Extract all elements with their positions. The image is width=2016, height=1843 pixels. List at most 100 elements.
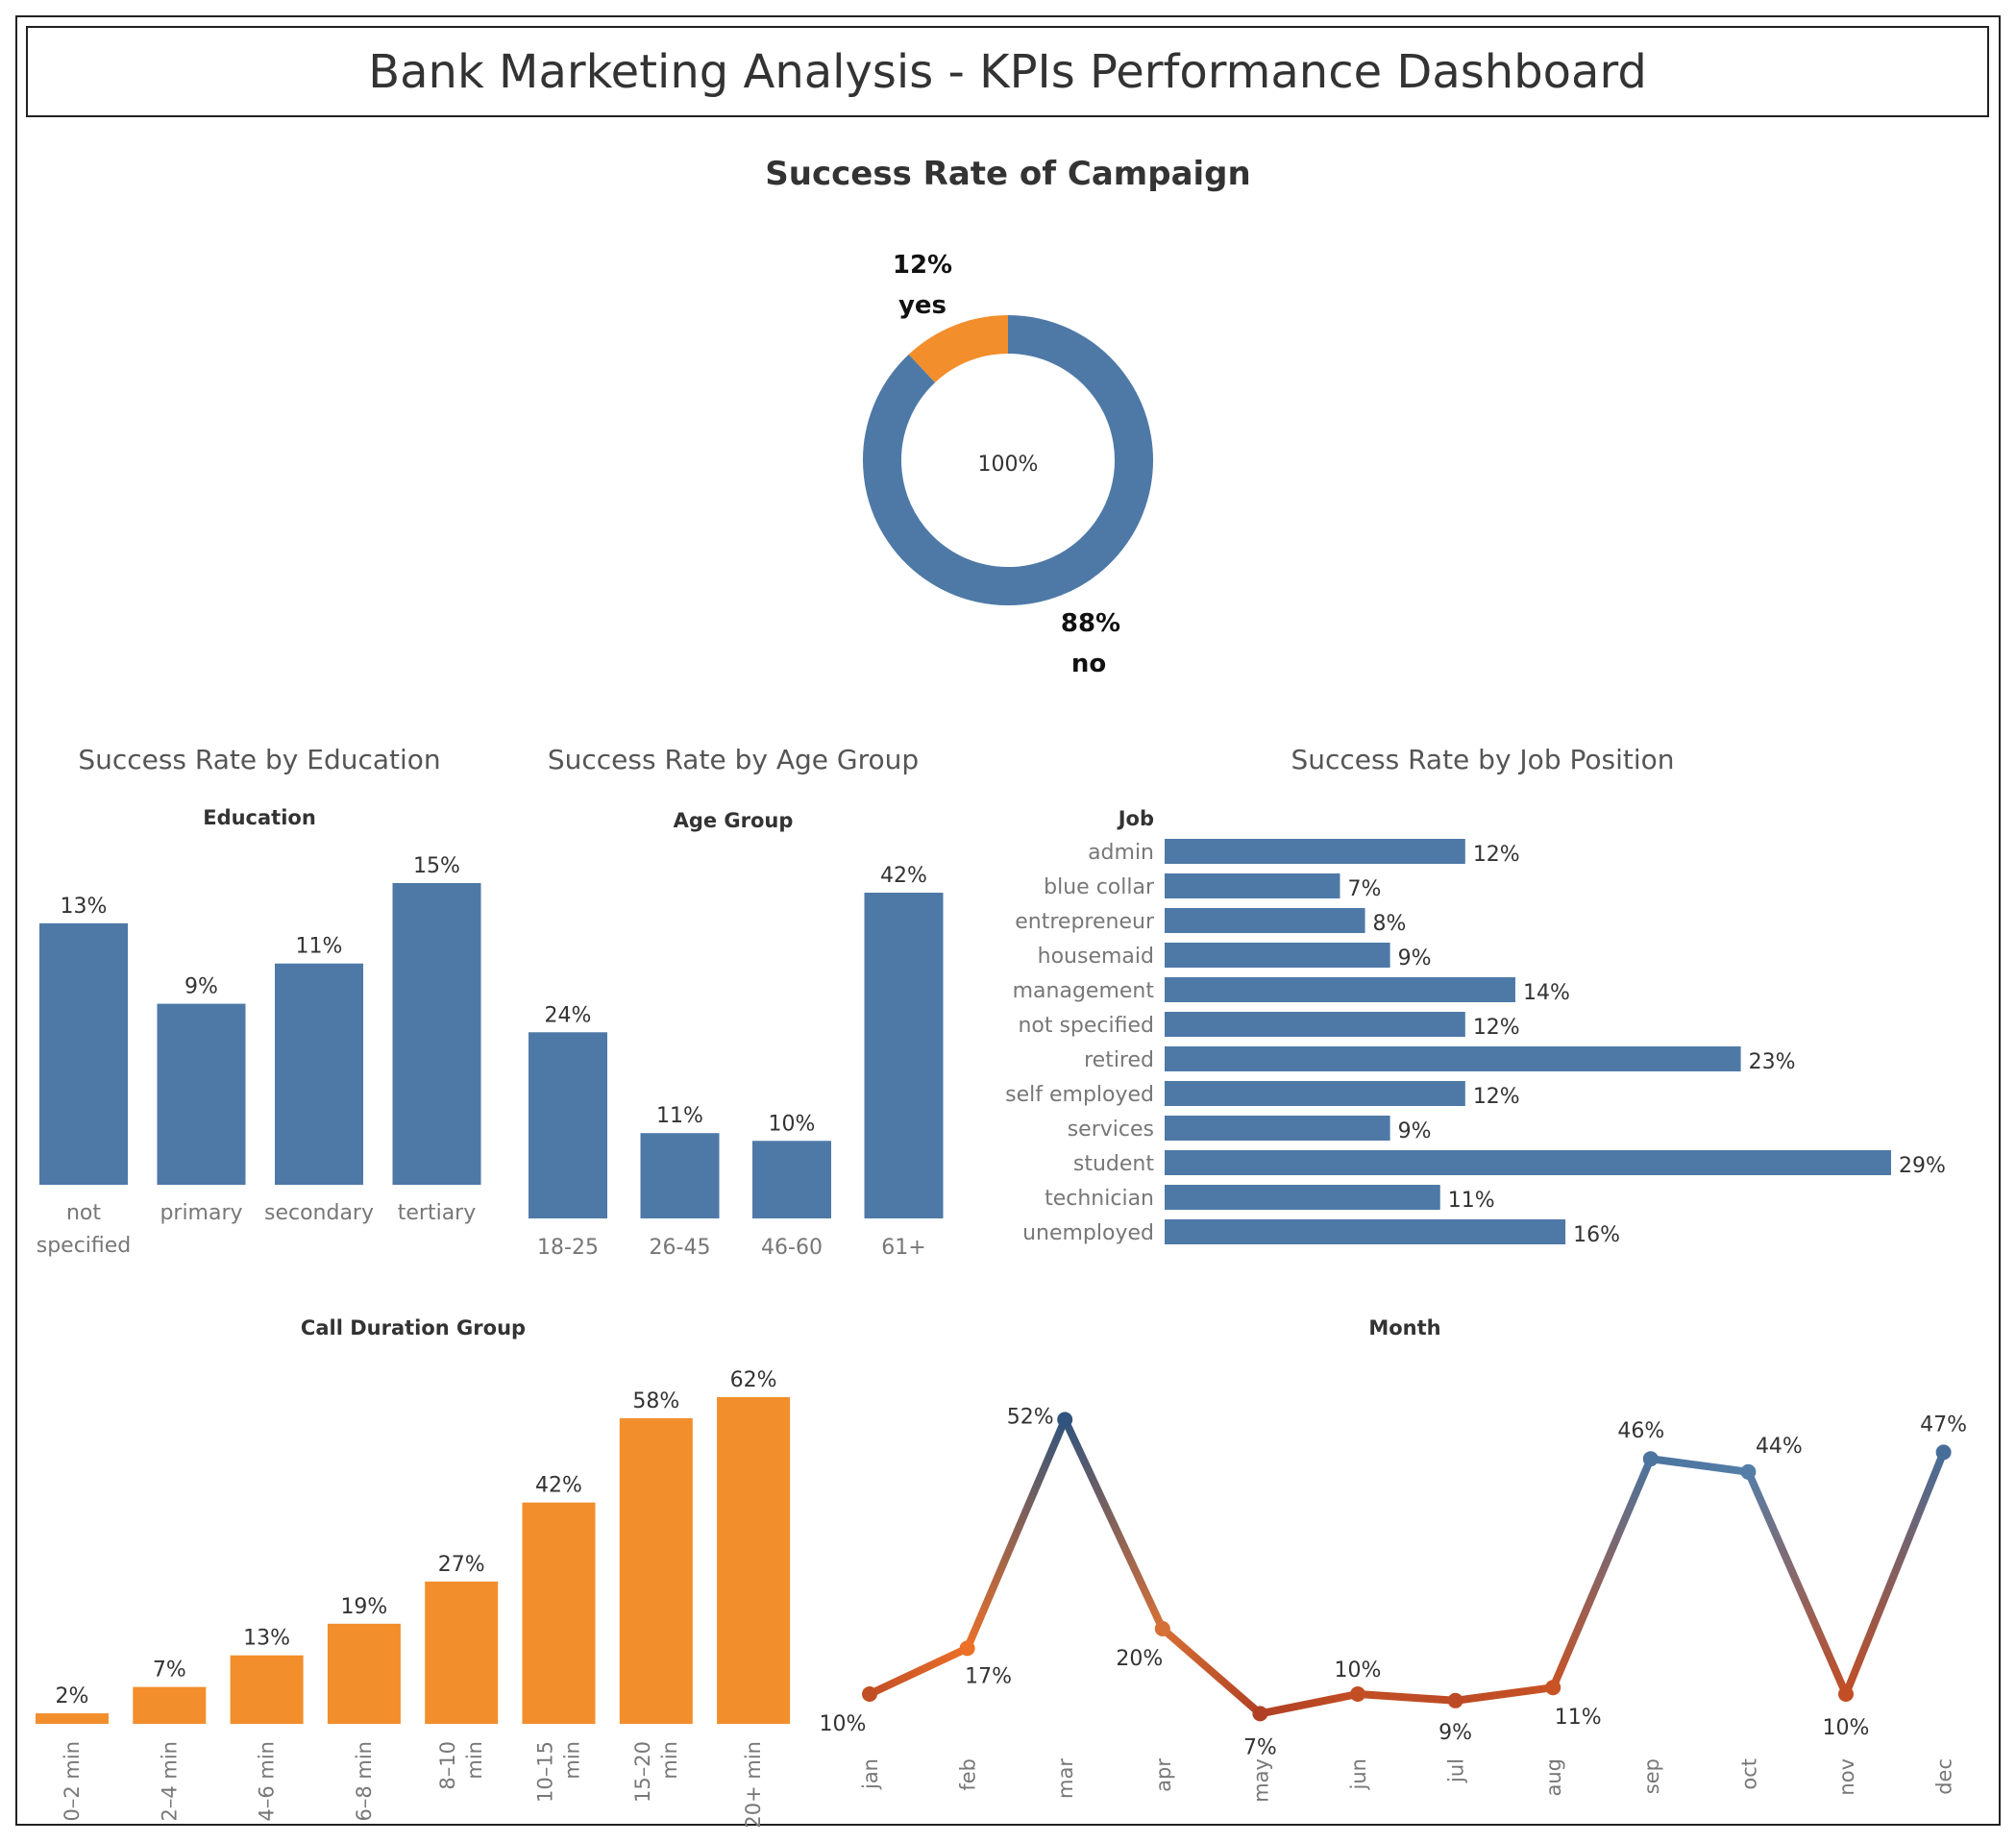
month-category-label: dec: [1933, 1758, 1956, 1795]
job-bar: [1165, 1012, 1465, 1037]
job-bar: [1165, 873, 1340, 898]
duration-category-label: 6–8 min: [353, 1741, 376, 1822]
age-bar: [529, 1032, 607, 1218]
duration-value-label: 27%: [438, 1553, 485, 1577]
duration-bar: [619, 1417, 693, 1724]
duration-category-label: min: [561, 1741, 584, 1780]
month-value-label: 17%: [965, 1664, 1012, 1688]
job-value-label: 12%: [1473, 1016, 1520, 1040]
month-line-segment: [1646, 1455, 1753, 1476]
duration-value-label: 2%: [56, 1684, 89, 1708]
campaign-donut: [863, 315, 1153, 605]
job-chart-title: Success Rate by Job Position: [1291, 744, 1674, 775]
month-line-segment: [1354, 1690, 1460, 1705]
education-bar-chart: 13% not specified 9% primary 11% secondary 15% t…: [37, 854, 481, 1258]
job-category-label: blue collar: [1044, 875, 1155, 899]
job-bar: [1165, 977, 1515, 1002]
job-bar: [1165, 1046, 1741, 1071]
age-category-label: 46-60: [761, 1236, 823, 1260]
month-line-segment: [1842, 1448, 1948, 1698]
education-value-label: 11%: [296, 935, 343, 959]
education-bar: [275, 963, 363, 1185]
month-category-label: may: [1249, 1758, 1272, 1803]
job-category-label: admin: [1088, 841, 1154, 865]
month-point: [1154, 1621, 1170, 1636]
month-point: [1935, 1444, 1952, 1461]
job-value-label: 23%: [1749, 1050, 1796, 1074]
education-value-label: 9%: [184, 975, 218, 999]
education-bar: [39, 922, 128, 1185]
job-value-label: 9%: [1398, 946, 1432, 971]
job-category-label: retired: [1084, 1048, 1154, 1072]
month-value-label: 10%: [1823, 1716, 1870, 1740]
month-line-segment: [1451, 1683, 1558, 1705]
job-category-label: self employed: [1005, 1083, 1154, 1107]
job-category-label: student: [1073, 1152, 1154, 1176]
donut-no-category: no: [1071, 650, 1106, 678]
education-category-label: tertiary: [398, 1201, 477, 1225]
duration-value-label: 58%: [632, 1389, 679, 1413]
month-point: [1057, 1412, 1073, 1428]
duration-category-label: 8–10: [436, 1741, 459, 1790]
education-value-label: 15%: [413, 854, 460, 878]
duration-bar: [230, 1655, 304, 1724]
month-category-label: jan: [859, 1758, 882, 1790]
duration-category-label: 10–15: [534, 1741, 557, 1803]
job-bar: [1165, 1150, 1891, 1175]
month-value-label: 7%: [1243, 1735, 1277, 1759]
month-category-label: sep: [1640, 1758, 1663, 1794]
month-category-label: oct: [1737, 1758, 1760, 1790]
duration-value-label: 13%: [243, 1627, 290, 1651]
job-bar: [1165, 1116, 1390, 1141]
job-value-label: 12%: [1473, 1085, 1520, 1109]
duration-bar: [425, 1581, 499, 1724]
month-value-label: 10%: [1335, 1659, 1382, 1683]
job-bar: [1165, 839, 1465, 864]
month-point: [1350, 1686, 1365, 1702]
job-bar: [1165, 1185, 1440, 1210]
job-bar-chart: admin 12% blue collar 7% entrepreneur 8% house…: [1005, 839, 1946, 1247]
month-category-label: apr: [1152, 1758, 1175, 1792]
job-bar: [1165, 1219, 1566, 1244]
duration-bar: [327, 1623, 401, 1724]
education-category-label: secondary: [264, 1201, 374, 1225]
duration-bar: [36, 1713, 109, 1724]
age-value-label: 24%: [545, 1003, 592, 1027]
month-value-label: 52%: [1007, 1405, 1054, 1429]
month-point: [1252, 1706, 1268, 1722]
duration-bar: [522, 1502, 596, 1724]
job-value-label: 14%: [1523, 981, 1570, 1005]
month-point: [1545, 1680, 1561, 1696]
month-value-label: 10%: [820, 1712, 867, 1736]
duration-category-label: 2–4 min: [158, 1741, 181, 1822]
month-value-label: 11%: [1555, 1706, 1602, 1730]
job-category-label: management: [1013, 979, 1155, 1003]
job-value-label: 16%: [1573, 1223, 1620, 1247]
month-category-label: feb: [957, 1758, 980, 1791]
donut-slice-yes: [908, 315, 1009, 383]
job-category-label: entrepreneur: [1015, 910, 1155, 934]
duration-bar: [717, 1397, 791, 1724]
month-value-label: 46%: [1617, 1419, 1664, 1443]
job-value-label: 11%: [1448, 1189, 1495, 1213]
dashboard-title: Bank Marketing Analysis - KPIs Performan…: [26, 26, 1989, 117]
age-category-label: 61+: [881, 1236, 925, 1260]
age-chart-title: Success Rate by Age Group: [548, 744, 919, 775]
duration-category-label: 20+ min: [742, 1741, 765, 1829]
donut-slice-no: [863, 315, 1153, 605]
job-bar: [1165, 1081, 1465, 1106]
duration-header: Call Duration Group: [301, 1316, 526, 1339]
dashboard-frame: [15, 15, 2001, 1826]
duration-bar: [133, 1686, 207, 1724]
age-value-label: 10%: [769, 1112, 816, 1136]
month-line-segment: [866, 1644, 971, 1698]
job-category-label: unemployed: [1022, 1221, 1154, 1245]
month-value-label: 47%: [1920, 1413, 1967, 1437]
duration-category-label: min: [463, 1741, 486, 1780]
month-line-segment: [1744, 1467, 1850, 1698]
job-bar: [1165, 908, 1365, 933]
duration-category-label: min: [658, 1741, 681, 1780]
education-bar: [157, 1003, 246, 1185]
age-bar: [640, 1133, 720, 1218]
